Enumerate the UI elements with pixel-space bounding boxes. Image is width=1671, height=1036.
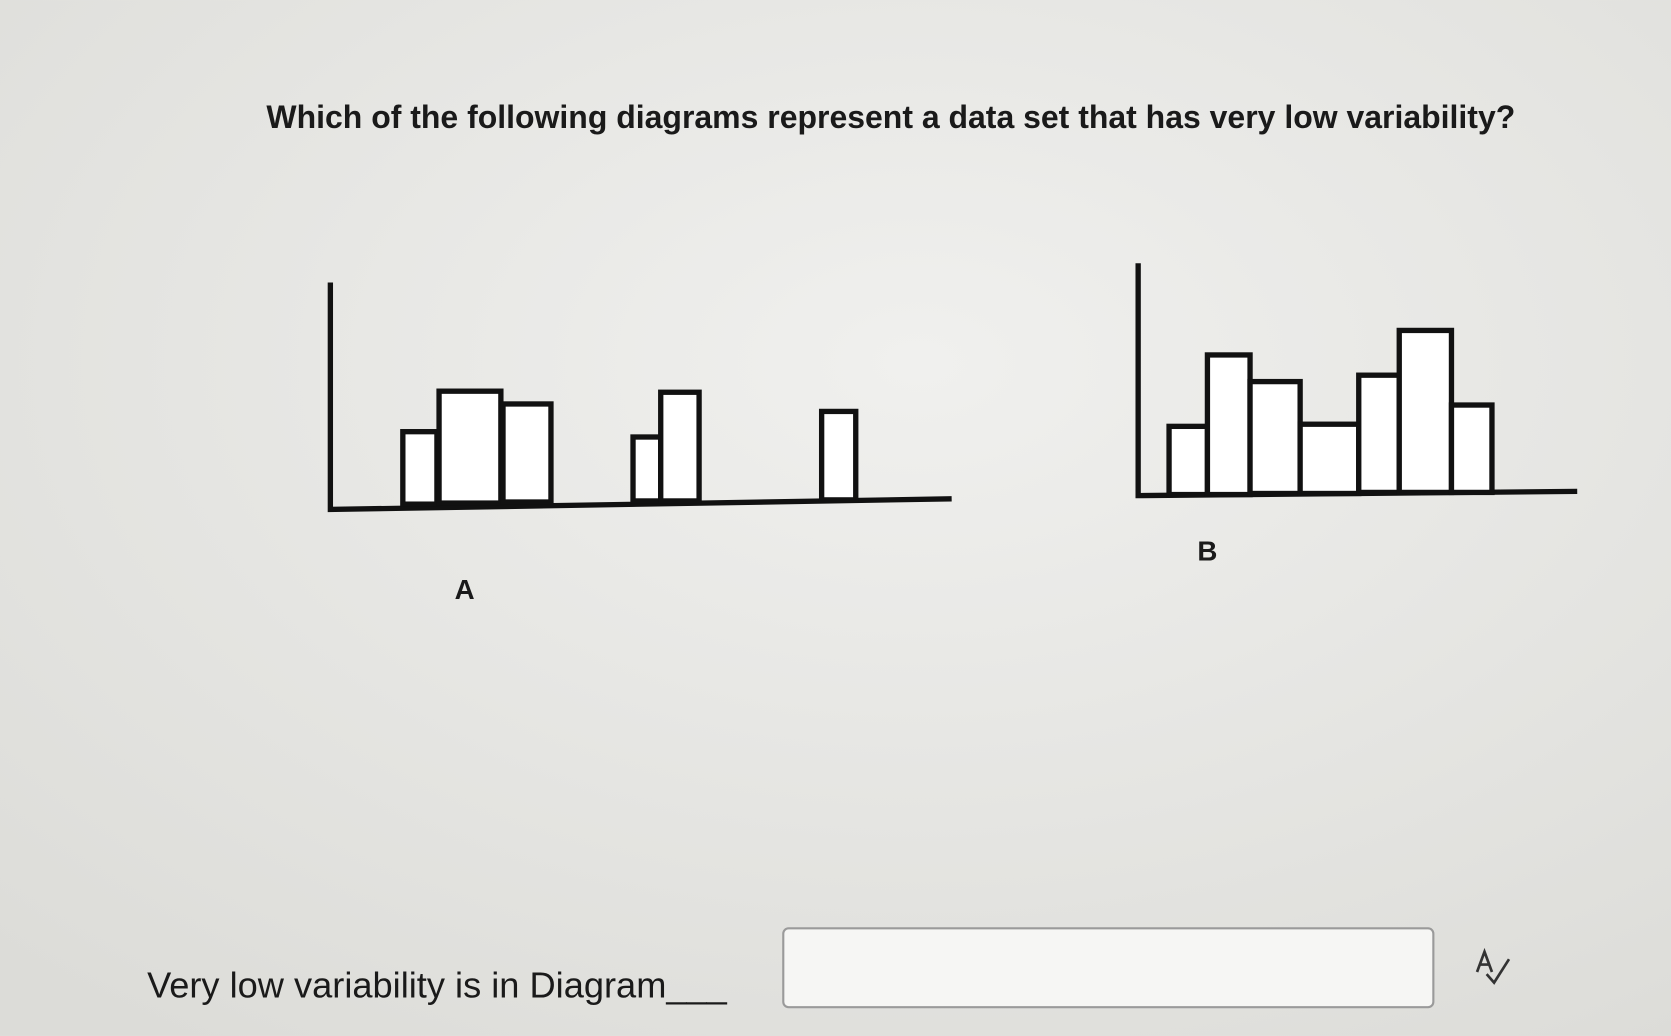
answer-prompt: Very low variability is in Diagram___ bbox=[147, 965, 728, 1006]
bar bbox=[400, 429, 440, 507]
diagram-label: A bbox=[455, 574, 475, 605]
answer-input[interactable] bbox=[782, 927, 1435, 1009]
bar bbox=[818, 408, 859, 503]
bar bbox=[1356, 372, 1402, 496]
diagram-b bbox=[1135, 263, 1578, 499]
bar bbox=[1448, 402, 1495, 496]
diagram-a bbox=[327, 282, 952, 513]
bar bbox=[1166, 423, 1211, 498]
bar bbox=[1204, 352, 1253, 498]
bar bbox=[1297, 421, 1362, 497]
bar bbox=[630, 434, 664, 504]
axes bbox=[327, 282, 952, 513]
bar bbox=[658, 389, 702, 504]
question: Which of the following diagrams represen… bbox=[266, 99, 1515, 135]
diagram-label: B bbox=[1197, 536, 1217, 567]
spellcheck-icon[interactable] bbox=[1475, 947, 1511, 985]
bar bbox=[1396, 327, 1455, 496]
bar bbox=[1247, 378, 1303, 497]
bar bbox=[436, 388, 504, 506]
bar bbox=[500, 401, 554, 505]
